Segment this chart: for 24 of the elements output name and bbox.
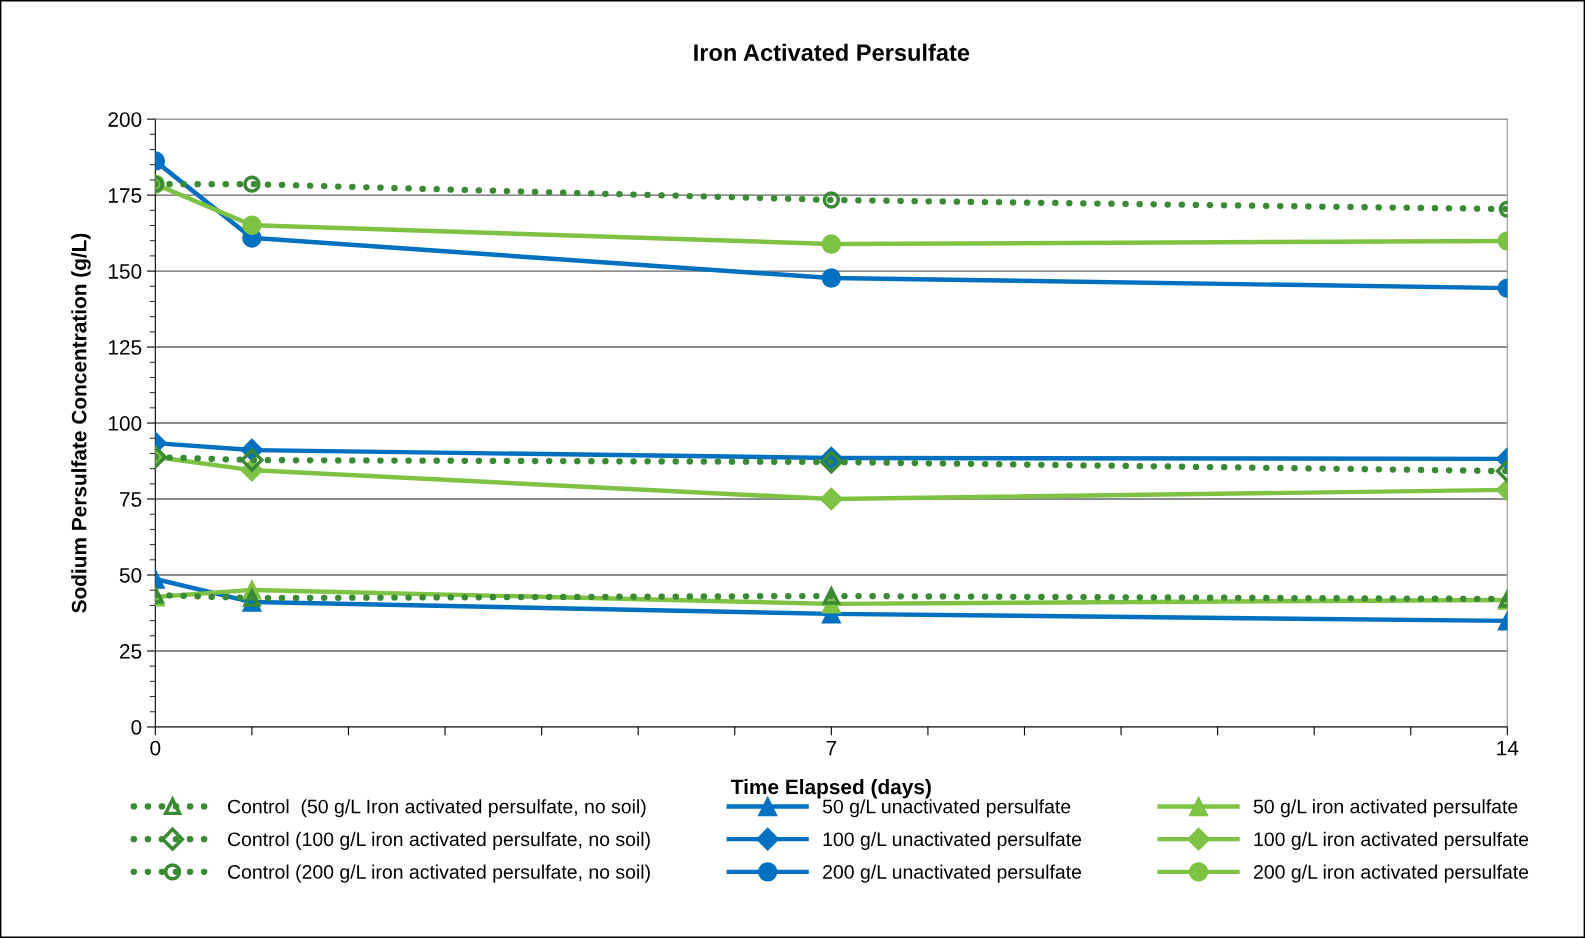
legend-label: 100 g/L iron activated persulfate <box>1254 831 1529 850</box>
y-tick-label: 150 <box>108 264 142 279</box>
y-tick-label: 0 <box>131 719 142 735</box>
legend-label: 200 g/L iron activated persulfate <box>1253 864 1529 883</box>
chart-title: Iron Activated Persulfate <box>694 43 970 62</box>
y-tick-label: 200 <box>108 112 142 127</box>
y-tick-label: 75 <box>120 492 142 507</box>
y-tick-label: 125 <box>108 340 142 355</box>
legend-label: 100 g/L unactivated persulfate <box>823 831 1082 850</box>
x-axis-title: Time Elapsed (days) <box>731 779 931 799</box>
y-axis-title: Sodium Persulfate Concentration (g/L) <box>71 233 91 613</box>
y-tick-label: 25 <box>120 643 142 659</box>
x-tick-label: 7 <box>826 740 837 756</box>
y-tick-label: 50 <box>119 568 142 583</box>
legend-label: Control (50 g/L Iron activated persulfate, no soil) <box>228 799 646 818</box>
x-tick-label: 0 <box>150 740 161 756</box>
legend-label: 50 g/L iron activated persulfate <box>1253 799 1518 818</box>
legend-label: 200 g/L unactivated persulfate <box>823 864 1082 883</box>
legend-label: 50 g/L unactivated persulfate <box>822 799 1071 818</box>
y-tick-label: 175 <box>108 188 142 203</box>
legend-label: Control (100 g/L iron activated persulfate, no soil) <box>228 831 650 850</box>
x-tick-label: 14 <box>1497 740 1519 756</box>
legend-label: Control (200 g/L iron activated persulfate, no soil) <box>228 864 650 883</box>
y-tick-label: 100 <box>108 416 142 431</box>
